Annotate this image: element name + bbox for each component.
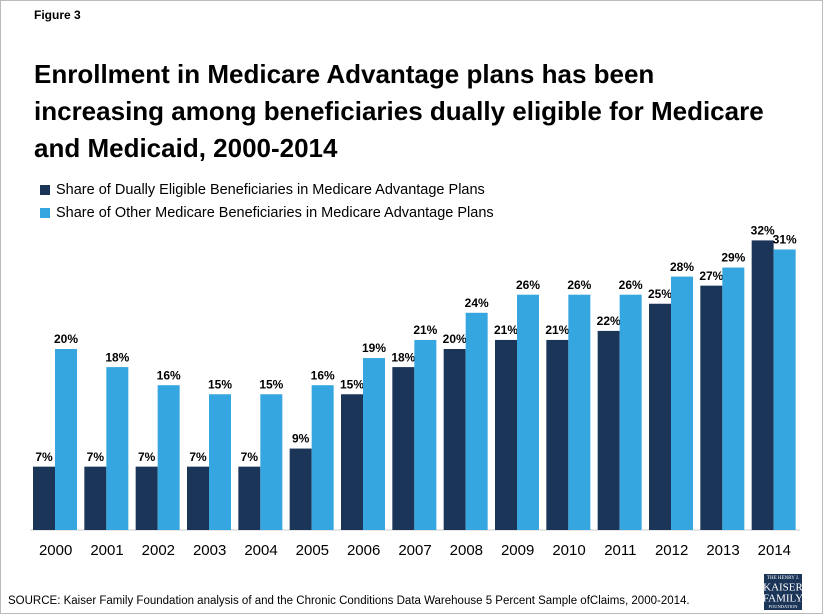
bar — [363, 358, 385, 530]
value-label: 18% — [105, 350, 129, 364]
bar — [619, 294, 642, 530]
bar — [106, 367, 129, 530]
bar — [135, 466, 158, 530]
x-tick-label: 2014 — [758, 542, 791, 559]
bar — [157, 385, 180, 530]
x-tick-label: 2011 — [604, 542, 636, 559]
bar — [209, 394, 231, 530]
bar — [414, 339, 437, 530]
bar — [568, 294, 591, 530]
bar — [238, 466, 261, 530]
value-label: 26% — [516, 278, 540, 292]
bar — [443, 349, 466, 530]
x-tick-label: 2007 — [398, 542, 431, 559]
value-label: 21% — [413, 323, 437, 337]
bar — [722, 267, 745, 530]
logo-text: FAMILY — [763, 593, 803, 605]
x-tick-label: 2009 — [501, 542, 534, 559]
value-label: 16% — [311, 368, 335, 382]
bar — [495, 339, 517, 530]
value-label: 26% — [567, 278, 591, 292]
x-tick-label: 2004 — [244, 542, 277, 559]
value-label: 26% — [619, 278, 643, 292]
bar — [55, 349, 77, 530]
value-label: 32% — [751, 224, 775, 238]
logo-text: FOUNDATION — [769, 604, 799, 609]
bar — [517, 294, 539, 530]
value-label: 21% — [494, 323, 518, 337]
value-label: 18% — [391, 350, 415, 364]
bar — [289, 448, 312, 530]
bar — [700, 285, 723, 530]
value-label: 20% — [54, 332, 78, 346]
legend-swatch — [40, 185, 50, 195]
legend-label: Share of Dually Eligible Beneficiaries i… — [56, 182, 485, 198]
value-label: 7% — [87, 450, 105, 464]
x-tick-label: 2006 — [347, 542, 380, 559]
bar — [546, 339, 569, 530]
x-tick-label: 2000 — [39, 542, 72, 559]
chart-title: Enrollment in Medicare Advantage plans h… — [34, 59, 654, 89]
value-label: 16% — [157, 368, 181, 382]
value-label: 29% — [721, 251, 745, 265]
value-label: 9% — [292, 432, 310, 446]
value-label: 25% — [648, 287, 672, 301]
x-tick-label: 2010 — [552, 542, 585, 559]
x-tick-label: 2003 — [193, 542, 226, 559]
bar — [649, 303, 671, 530]
bar — [773, 249, 796, 530]
value-label: 21% — [545, 323, 569, 337]
value-label: 28% — [670, 260, 694, 274]
bar — [260, 394, 283, 530]
value-label: 19% — [362, 341, 386, 355]
chart-title: and Medicaid, 2000-2014 — [34, 133, 338, 163]
bar — [392, 367, 415, 530]
logo-text: KAISER — [763, 582, 803, 594]
value-label: 15% — [340, 377, 364, 391]
bar — [187, 466, 209, 530]
legend-swatch — [40, 208, 50, 218]
value-label: 15% — [208, 377, 232, 391]
value-label: 7% — [189, 450, 207, 464]
x-tick-label: 2002 — [142, 542, 175, 559]
bar — [751, 240, 774, 530]
figure-label: Figure 3 — [34, 8, 81, 22]
bar — [84, 466, 107, 530]
source: SOURCE: Kaiser Family Foundation analysi… — [8, 595, 690, 607]
value-label: 22% — [597, 314, 621, 328]
value-label: 27% — [699, 269, 723, 283]
logo-text: THE HENRY J. — [767, 576, 799, 581]
bar — [597, 330, 620, 530]
x-tick-label: 2012 — [655, 542, 688, 559]
x-tick-label: 2005 — [296, 542, 329, 559]
value-label: 7% — [241, 450, 259, 464]
value-label: 7% — [35, 450, 53, 464]
x-tick-label: 2001 — [90, 542, 123, 559]
value-label: 7% — [138, 450, 156, 464]
chart-title: increasing among beneficiaries dually el… — [34, 96, 764, 126]
x-tick-label: 2013 — [706, 542, 739, 559]
value-label: 31% — [773, 233, 797, 247]
value-label: 20% — [443, 332, 467, 346]
value-label: 15% — [259, 377, 283, 391]
bar — [311, 385, 334, 530]
bar — [465, 312, 488, 530]
bar — [33, 466, 55, 530]
legend-label: Share of Other Medicare Beneficiaries in… — [56, 205, 494, 221]
logo-box — [764, 574, 802, 610]
bar — [341, 394, 363, 530]
x-tick-label: 2008 — [450, 542, 483, 559]
value-label: 24% — [465, 296, 489, 310]
bar — [671, 276, 693, 530]
